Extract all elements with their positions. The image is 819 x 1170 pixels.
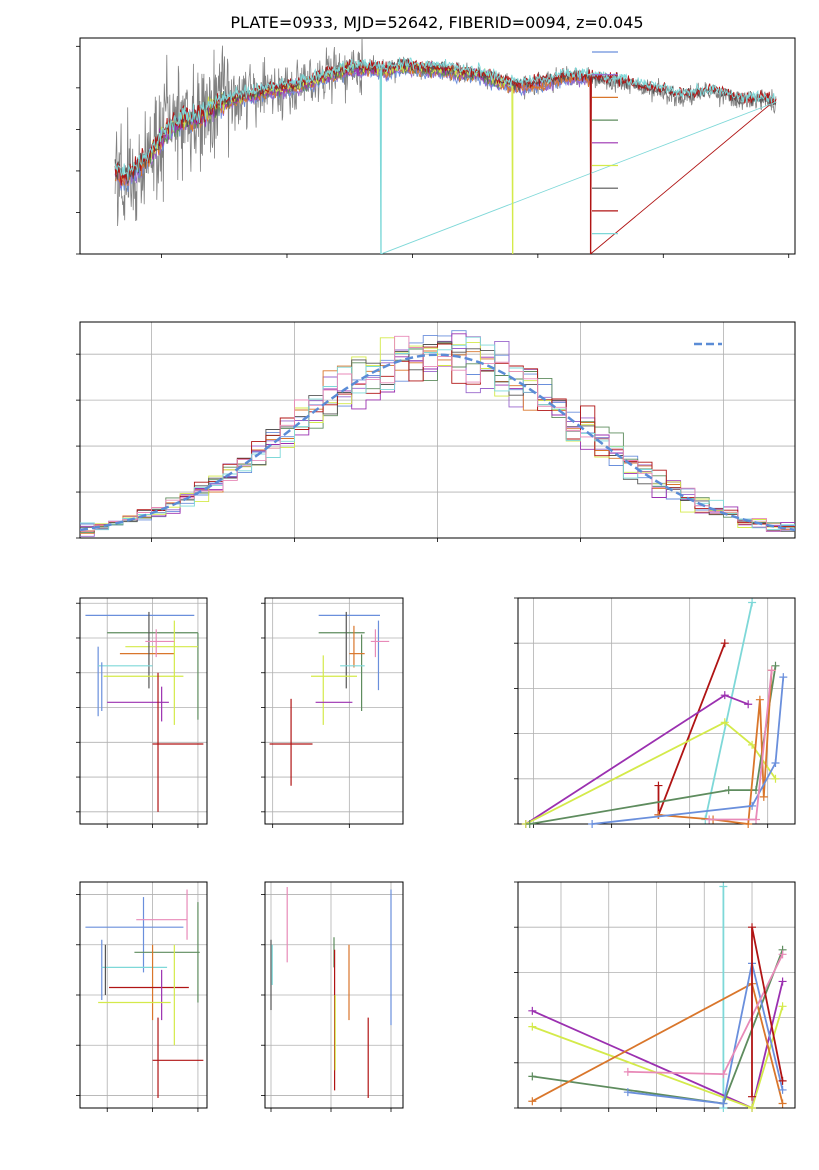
age-vs-metallicity-panel (76, 597, 208, 828)
plot-frame (79, 37, 796, 255)
data-point-marker (767, 666, 776, 675)
data-point-marker (744, 700, 753, 709)
data-point-marker (751, 815, 760, 824)
normal-distribution-curve (80, 353, 795, 532)
plot-frame (79, 597, 208, 825)
histogram-step-line (80, 330, 795, 528)
data-point-marker (744, 820, 753, 828)
data-point-marker (654, 781, 663, 790)
data-point-marker (771, 774, 780, 783)
data-point-marker (748, 923, 757, 932)
spectrum-lines (114, 38, 777, 254)
mass-weight-line (658, 670, 773, 826)
data-point-marker (748, 801, 757, 810)
plot-frame (79, 321, 796, 539)
data-point-marker (778, 950, 787, 959)
mass-weight-vs-metallicity-panel (514, 881, 796, 1112)
data-point-marker (528, 1022, 537, 1031)
data-point-marker (778, 1002, 787, 1011)
data-point-marker (623, 1067, 632, 1076)
histogram-step-line (80, 335, 795, 532)
data-point-marker (525, 820, 534, 828)
data-point-marker (779, 673, 788, 682)
data-point-marker (778, 977, 787, 986)
data-point-marker (748, 598, 757, 607)
data-point-marker (778, 1076, 787, 1085)
histogram-steps (80, 330, 795, 537)
histogram-step-line (80, 343, 795, 532)
observed-spectrum-line (114, 38, 777, 227)
data-point-marker (720, 718, 729, 727)
data-point-marker (771, 661, 780, 670)
mass-weight-vs-age-panel (514, 597, 796, 828)
spectrum-panel (76, 37, 796, 258)
figure-title: PLATE=0933, MJD=52642, FIBERID=0094, z=0… (230, 13, 643, 32)
data-point-marker (654, 810, 663, 819)
mass-weight-line (657, 642, 726, 816)
data-point-marker (719, 1070, 728, 1079)
data-point-marker (748, 1104, 757, 1112)
data-point-marker (748, 1092, 757, 1101)
histogram-step-line (80, 341, 795, 532)
data-point-marker (771, 758, 780, 767)
plot-frame (517, 881, 796, 1109)
data-point-marker (528, 1097, 537, 1106)
mass-weight-line (627, 963, 784, 1105)
data-point-marker (724, 786, 733, 795)
plot-frame (264, 597, 404, 825)
mass-weight-line (591, 677, 785, 825)
mass-weight-line (529, 665, 777, 825)
mass-weight-line (531, 1006, 784, 1110)
data-point-marker (719, 1099, 728, 1108)
data-point-marker (528, 1072, 537, 1081)
plot-frame (79, 881, 208, 1109)
data-point-marker (719, 882, 728, 891)
data-point-marker (720, 639, 729, 648)
data-point-marker (755, 695, 764, 704)
data-point-marker (778, 1085, 787, 1094)
plot-frame (264, 881, 404, 1109)
data-point-marker (528, 1006, 537, 1015)
data-point-marker (759, 792, 768, 801)
data-point-marker (623, 1088, 632, 1097)
mass-vs-metallicity-panel (76, 881, 208, 1112)
histogram-step-line (80, 336, 795, 531)
data-point-marker (778, 1099, 787, 1108)
mass-weight-line (525, 694, 749, 825)
mass-vs-ebv-panel (261, 881, 404, 1112)
data-point-marker (720, 691, 729, 700)
model-spectrum-line (114, 57, 777, 254)
data-point-marker (588, 820, 597, 828)
mass-weight-line (525, 721, 777, 825)
residual-histogram-panel (76, 321, 796, 542)
mass-weight-line (704, 602, 753, 820)
data-point-marker (705, 815, 714, 824)
plot-frame (517, 597, 796, 825)
age-vs-mass-panel (261, 597, 404, 828)
